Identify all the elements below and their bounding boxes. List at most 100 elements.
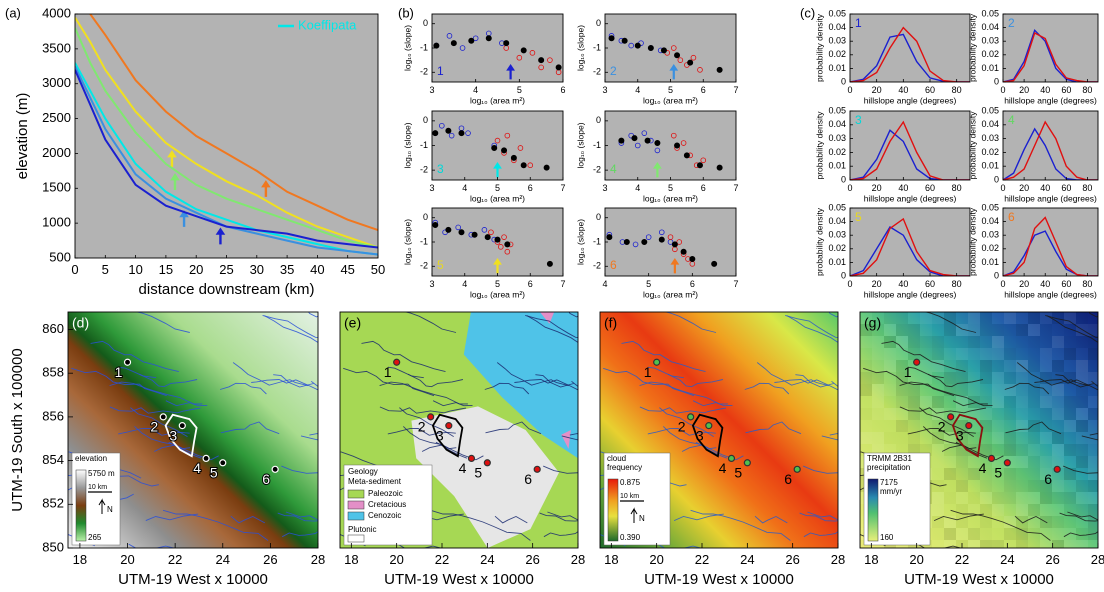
raster-cell [1016,336,1028,348]
line-series [1003,31,1098,82]
river [543,465,578,474]
raster-cell [1076,528,1088,540]
line-series [850,26,970,82]
x-tick-label: 0 [847,183,852,193]
raster-cell [992,492,1004,504]
raster-cell [992,396,1004,408]
raster-cell [1076,408,1088,420]
open-point [697,67,703,73]
raster-cell [980,396,992,408]
legend-title: precipitation [867,463,910,472]
raster-cell [1052,348,1064,360]
x-axis-label: log₁₀ (area m²) [470,193,525,203]
point [432,130,439,137]
raster-cell [956,384,968,396]
y-axis-label: log₁₀ (slope) [575,25,585,71]
raster-cell [1052,384,1064,396]
raster-cell [944,312,956,324]
x-tick-label: 7 [560,279,565,289]
y-tick-label: 4000 [42,5,71,20]
river [667,373,723,388]
raster-cell [860,348,872,360]
river [863,367,955,397]
river [1045,314,1098,338]
raster-cell [1028,432,1040,444]
raster-cell [1028,528,1040,540]
site-label: 3 [696,427,704,443]
raster-cell [1052,360,1064,372]
raster-cell [1052,336,1064,348]
x-tick-label: 20 [872,183,882,193]
plot-frame [67,311,319,549]
raster-cell [932,516,944,528]
raster-cell [1064,396,1076,408]
y-tick-label: 0.01 [981,161,999,171]
x-tick-label: 4 [462,183,467,193]
open-point [504,248,511,255]
y-tick-label: -1 [420,140,428,150]
x-tick-label: 10 [128,262,142,277]
raster-cell [920,360,932,372]
river [90,340,179,373]
raster-cell [1004,372,1016,384]
river [799,512,838,522]
x-tick-label: 15 [159,262,173,277]
raster-cell [872,348,884,360]
river [543,531,578,538]
arrow [506,64,515,80]
open-point [448,132,455,139]
scale-label: 10 km [620,493,639,500]
point [623,238,630,245]
river [641,306,688,309]
river [539,512,578,522]
raster-cell [1004,504,1016,516]
point [618,137,625,144]
plot-background [605,111,736,180]
river [277,512,318,522]
y-tick-label: 850 [42,539,64,554]
river [90,301,154,307]
panel-number: 5 [437,258,444,272]
raster-cell [932,540,944,552]
y-tick-label: 0.04 [981,216,999,226]
raster-cell [1004,336,1016,348]
raster-cell [980,516,992,528]
raster-cell [1004,312,1016,324]
x-tick-label: 5 [517,85,522,95]
site-marker [653,358,661,366]
raster-cell [920,324,932,336]
x-tick-label: 22 [435,552,449,567]
point [608,35,615,42]
raster-cell [956,348,968,360]
site-marker [178,422,186,430]
arrow [670,258,680,274]
raster-cell [1016,468,1028,480]
raster-cell [1052,456,1064,468]
river [111,306,160,309]
point [631,135,638,142]
site-label: 3 [169,427,177,443]
raster-cell [1076,540,1088,548]
river [379,381,468,405]
plot-frame [1002,110,1099,181]
raster-cell [1088,408,1098,420]
x-tick-label: 3 [429,85,434,95]
raster-cell [968,468,980,480]
raster-cell [1064,360,1076,372]
colorbar [75,469,87,542]
x-tick-label: 24 [1000,552,1014,567]
raster-cell [1052,540,1064,548]
raster-cell [1028,444,1040,456]
x-tick-label: 7 [733,85,738,95]
raster-cell [1064,324,1076,336]
line-series [1003,216,1098,276]
x-tick-label: 5 [668,183,673,193]
raster-cell [920,420,932,432]
site-label: 1 [384,364,392,380]
raster-cell [908,348,920,360]
x-tick-label: 25 [219,262,233,277]
site-label: 5 [734,464,742,480]
legend-title: cloud [607,454,626,463]
panel-label: (c) [800,5,815,20]
site-label: 6 [1044,471,1052,487]
